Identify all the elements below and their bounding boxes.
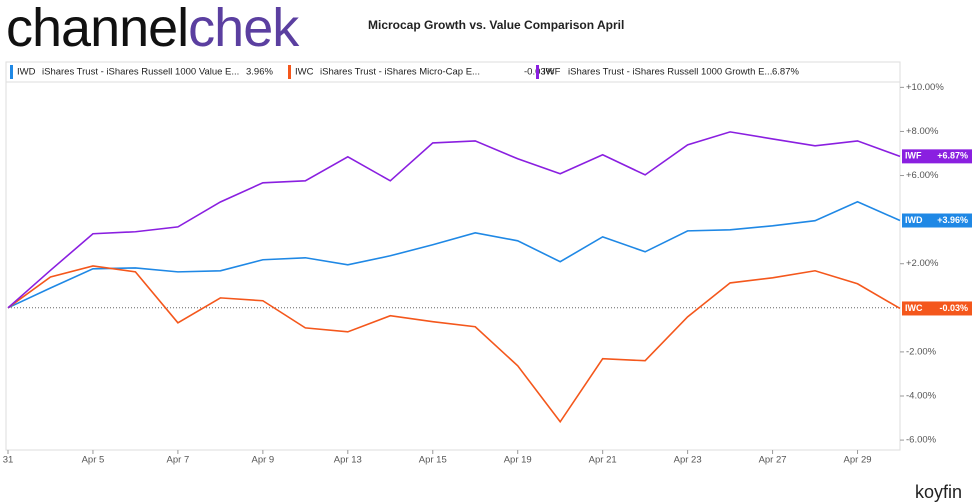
y-tick-label: -6.00% <box>906 435 937 446</box>
x-tick-label: Apr 13 <box>334 455 362 466</box>
y-tick-label: +2.00% <box>906 258 939 269</box>
end-tag-name: IWC <box>905 303 923 313</box>
series-line <box>7 265 901 424</box>
x-tick-label: Apr 19 <box>504 455 532 466</box>
legend-description: iShares Trust - iShares Micro-Cap E... <box>320 67 480 78</box>
legend-name: IWD <box>17 67 36 78</box>
end-tag-name: IWD <box>905 215 923 225</box>
series-line <box>7 200 901 309</box>
end-tag-name: IWF <box>905 151 922 161</box>
x-tick-label: Apr 15 <box>419 455 447 466</box>
brand-logo: channelchek <box>6 0 300 58</box>
end-tag <box>902 301 972 316</box>
x-tick-label: Apr 21 <box>589 455 617 466</box>
chart-title: Microcap Growth vs. Value Comparison Apr… <box>368 18 624 32</box>
end-tag-value: -0.03% <box>939 303 968 313</box>
legend-value: 6.87% <box>772 67 799 78</box>
legend-swatch <box>10 65 13 79</box>
series-line <box>7 131 901 309</box>
brand-part2: chek <box>188 0 300 58</box>
end-tag <box>902 149 972 164</box>
x-tick-label: Apr 5 <box>82 455 105 466</box>
y-tick-label: -4.00% <box>906 391 937 402</box>
x-tick-label: Apr 23 <box>674 455 702 466</box>
legend-description: iShares Trust - iShares Russell 1000 Val… <box>42 67 239 78</box>
legend-swatch <box>536 65 539 79</box>
legend-value: 3.96% <box>246 67 273 78</box>
plot-frame <box>5 61 901 451</box>
x-tick-label: 31 <box>3 455 14 466</box>
x-tick-label: Apr 29 <box>844 455 872 466</box>
x-tick-label: Apr 9 <box>251 455 274 466</box>
y-tick-label: +8.00% <box>906 126 939 137</box>
legend-name: IWC <box>295 67 314 78</box>
end-tag <box>902 213 972 228</box>
legend-value: -0.03% <box>524 67 555 78</box>
legend-description: iShares Trust - iShares Russell 1000 Gro… <box>568 67 772 78</box>
end-tag-value: +6.87% <box>937 151 968 161</box>
y-tick-label: +6.00% <box>906 170 939 181</box>
footer-brand: koyfin <box>915 482 962 502</box>
x-tick-label: Apr 27 <box>759 455 787 466</box>
y-tick-label: +10.00% <box>906 82 944 93</box>
end-tag-value: +3.96% <box>937 215 968 225</box>
brand-part1: channel <box>6 0 188 58</box>
y-tick-label: -2.00% <box>906 346 937 357</box>
legend-name: IWF <box>543 67 561 78</box>
legend-swatch <box>288 65 291 79</box>
x-tick-label: Apr 7 <box>167 455 190 466</box>
